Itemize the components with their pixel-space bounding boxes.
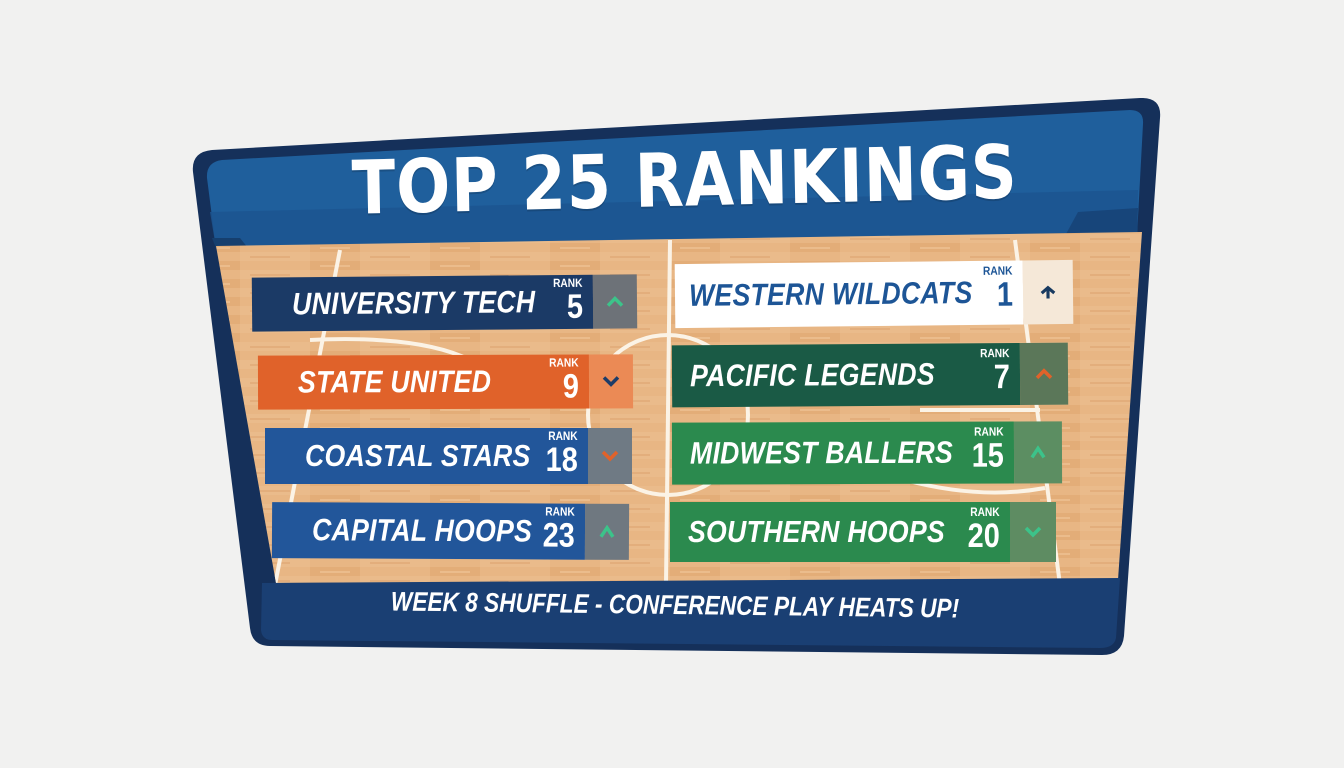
team-name: STATE UNITED [297,363,492,400]
chevron-up-icon [599,524,615,538]
trend-indicator [588,428,632,484]
ranking-row-pacific-legends[interactable]: PACIFIC LEGENDS RANK 7 [671,342,1069,408]
team-name: WESTERN WILDCATS [688,274,973,313]
team-name: SOUTHERN HOOPS [688,514,945,549]
team-name: CAPITAL HOOPS [311,512,533,549]
team-name-block: COASTAL STARS RANK 18 [265,428,588,484]
ranking-row-midwest-ballers[interactable]: MIDWEST BALLERS RANK 15 [671,421,1063,485]
team-name: COASTAL STARS [305,438,531,473]
rank-block: RANK 20 [950,505,1000,555]
trend-indicator [1022,259,1074,325]
arrow-up-icon [1040,285,1056,299]
team-name-block: STATE UNITED RANK 9 [257,354,590,410]
trend-indicator [1010,502,1056,562]
trend-indicator [592,274,638,329]
rank-value: 15 [971,436,1005,475]
team-name-block: WESTERN WILDCATS RANK 1 [674,260,1024,329]
rank-value: 20 [967,517,1000,555]
rank-block: RANK 7 [960,346,1011,397]
team-name-block: PACIFIC LEGENDS RANK 7 [671,342,1021,408]
team-name: PACIFIC LEGENDS [689,356,935,394]
rank-value: 1 [996,275,1014,314]
rank-block: RANK 18 [528,429,578,479]
ranking-row-coastal-stars[interactable]: COASTAL STARS RANK 18 [265,428,632,484]
rank-value: 9 [562,367,580,406]
chevron-down-icon [1024,526,1042,538]
team-name-block: MIDWEST BALLERS RANK 15 [671,421,1015,485]
chevron-down-icon [602,376,620,387]
trend-indicator [1013,421,1063,484]
team-name-block: CAPITAL HOOPS RANK 23 [271,502,586,560]
ranking-row-capital-hoops[interactable]: CAPITAL HOOPS RANK 23 [271,502,630,560]
rank-value: 18 [545,441,578,479]
ranking-row-university-tech[interactable]: UNIVERSITY TECH RANK 5 [251,274,638,332]
trend-indicator [584,503,630,560]
rank-label: RANK [548,429,578,443]
chevron-down-icon [601,450,619,462]
rank-block: RANK 15 [954,425,1005,475]
rank-value: 7 [993,358,1011,397]
ranking-row-southern-hoops[interactable]: SOUTHERN HOOPS RANK 20 [670,502,1056,562]
chevron-up-icon [606,296,624,307]
team-name-block: SOUTHERN HOOPS RANK 20 [670,502,1010,562]
rank-label: RANK [970,505,1000,519]
chevron-up-icon [1030,445,1046,459]
team-name: MIDWEST BALLERS [689,434,954,471]
ranking-row-western-wildcats[interactable]: WESTERN WILDCATS RANK 1 [674,259,1074,329]
page-title: TOP 25 RANKINGS [351,129,1019,232]
team-name: UNIVERSITY TECH [291,284,536,322]
rank-block: RANK 5 [533,276,584,326]
trend-indicator [588,354,634,409]
ranking-row-state-united[interactable]: STATE UNITED RANK 9 [257,354,634,410]
rank-block: RANK 9 [529,356,580,406]
rank-block: RANK 1 [963,264,1014,314]
team-name-block: UNIVERSITY TECH RANK 5 [251,274,594,332]
rank-value: 5 [566,287,584,326]
rank-value: 23 [542,516,576,555]
chevron-up-icon [1035,368,1053,380]
trend-indicator [1019,342,1069,405]
rank-block: RANK 23 [525,504,576,555]
